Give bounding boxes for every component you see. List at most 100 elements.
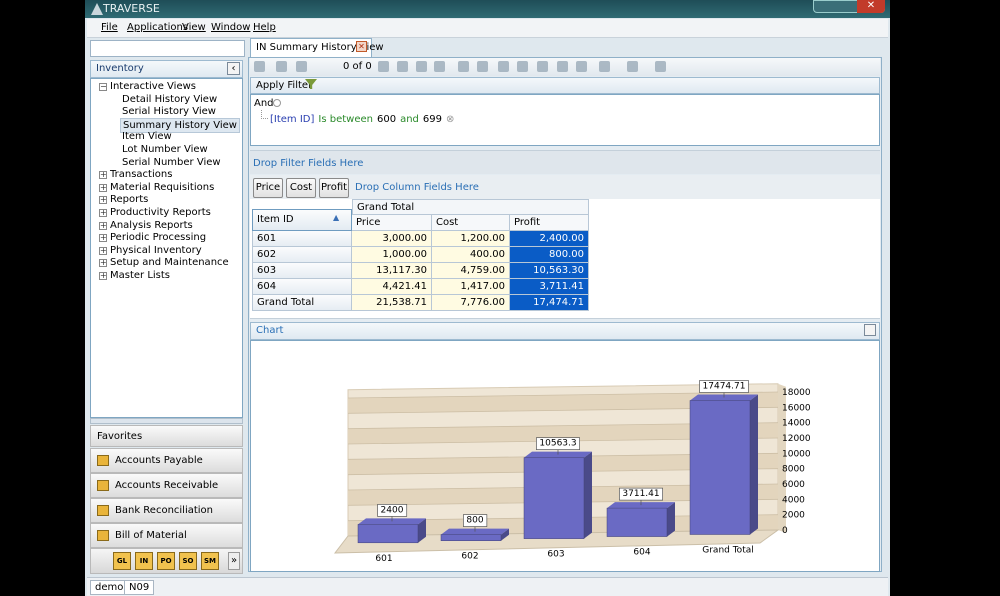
menu-item[interactable]: Window [211,22,251,33]
condition-joiner[interactable]: and [400,114,419,125]
y-tick-label: 14000 [782,419,811,429]
toolbar-button[interactable] [276,61,287,72]
pivot-cell: 1,417.00 [432,279,510,295]
expander[interactable]: − [99,82,107,91]
expander[interactable]: + [99,258,107,268]
shortcut-button[interactable]: GL [113,552,131,570]
favorite-item[interactable]: Bank Reconciliation [90,498,243,523]
x-tick-label: 601 [375,554,392,564]
favorite-item[interactable]: Accounts Payable [90,448,243,473]
toolbar-button[interactable] [296,61,307,72]
condition-from[interactable]: 600 [377,114,397,125]
tree-item[interactable]: Lot Number View [122,144,208,155]
expander[interactable]: + [99,182,107,192]
close-button[interactable]: ✕ [857,0,885,13]
x-tick-label: Grand Total [702,546,754,556]
column-drop-hint: Drop Column Fields Here [355,182,479,193]
toolbar-button[interactable] [477,61,488,72]
toolbar-button[interactable] [537,61,548,72]
menu-item[interactable]: Applications [127,22,189,33]
tab[interactable]: IN Summary History View [250,38,384,57]
favorite-item[interactable]: Bill of Material [90,523,243,548]
condition-field[interactable]: [Item ID] [270,114,315,125]
filter-add[interactable] [273,99,281,107]
row-header[interactable]: Item ID [252,209,352,231]
grid-line [347,391,779,399]
filter-area [250,94,880,146]
y-tick-label: 8000 [782,465,805,475]
toolbar-button[interactable] [458,61,469,72]
shortcut-button[interactable]: IN [135,552,153,570]
toolbar-button[interactable] [498,61,509,72]
tree-item[interactable]: Serial Number View [122,156,221,168]
expander[interactable]: + [99,170,107,180]
expander[interactable]: + [99,271,107,280]
condition-remove[interactable]: ⊗ [446,114,455,125]
shortcut-button[interactable]: SM [201,552,219,570]
toolbar-button[interactable] [434,61,445,72]
favorite-item[interactable]: Accounts Receivable [90,473,243,498]
column-header[interactable]: Profit [510,215,589,231]
expander[interactable]: + [99,208,107,217]
tree-item[interactable]: Physical Inventory [110,244,202,256]
tree-item[interactable]: Interactive Views [110,81,196,92]
expander[interactable]: + [99,245,107,255]
menu-item[interactable]: File [101,22,118,33]
expander[interactable]: + [99,220,107,230]
tree-item[interactable]: Summary History View [120,117,240,133]
column-header[interactable]: Cost [432,215,510,231]
filter-operator[interactable]: And [254,98,274,109]
condition-op[interactable]: Is between [318,114,373,125]
tree-item[interactable]: Material Requisitions [110,181,215,193]
toolbar-button[interactable] [254,61,265,72]
data-label: 10563.3 [539,439,576,449]
menu-item[interactable]: View [182,22,206,33]
toolbar-button[interactable] [397,61,408,72]
tree-item[interactable]: Transactions [110,169,173,181]
tree-item[interactable]: Setup and Maintenance [110,257,229,269]
filter-icon[interactable] [305,79,317,89]
field-button[interactable]: Profit [319,178,349,198]
tree-item[interactable]: Reports [110,194,149,206]
row-label: 603 [252,263,352,279]
toolbar-button[interactable] [416,61,427,72]
pivot-cell: 4,421.41 [352,279,432,295]
tree-item[interactable]: Analysis Reports [110,219,193,231]
field-button[interactable]: Cost [286,178,316,198]
chart-collapse[interactable] [864,324,876,336]
toolbar-button[interactable] [627,61,638,72]
toolbar-button[interactable] [517,61,528,72]
sidebar-header: Inventory [90,60,243,78]
tree-item[interactable]: Item View [122,131,172,143]
tree-item[interactable]: Productivity Reports [110,207,211,218]
expander[interactable]: + [99,195,107,205]
filter-drop-zone: Drop Filter Fields Here [250,150,880,174]
x-tick-label: 604 [633,548,650,558]
shortcut-button[interactable]: SO [179,552,197,570]
expander[interactable]: + [99,233,107,243]
tree-item[interactable]: Master Lists [110,270,171,281]
condition-to[interactable]: 699 [422,114,443,125]
tree-item[interactable]: Detail History View [122,93,218,105]
shortcut-button[interactable]: PO [157,552,175,570]
shortcut-more[interactable]: » [228,552,240,570]
toolbar-button[interactable] [378,61,389,72]
favorites-header: Favorites [90,425,243,447]
tree-item[interactable]: Periodic Processing [110,232,207,244]
bar [523,451,592,539]
field-button[interactable]: Price [253,178,283,198]
toolbar-button[interactable] [576,61,587,72]
wall-band [348,422,778,444]
column-header[interactable]: Price [352,215,432,231]
toolbar-button[interactable] [599,61,610,72]
menu-item[interactable]: Help [253,22,276,33]
group-header: Grand Total [352,199,589,215]
toolbar-button[interactable] [557,61,568,72]
collapse-button[interactable]: ‹ [227,62,240,75]
row-label: 602 [252,247,352,263]
pivot-cell: 17,474.71 [510,295,589,311]
toolbar-button[interactable] [655,61,666,72]
bar [357,518,426,544]
tab-close[interactable]: ✕ [356,41,367,52]
tree-item[interactable]: Serial History View [122,106,216,118]
